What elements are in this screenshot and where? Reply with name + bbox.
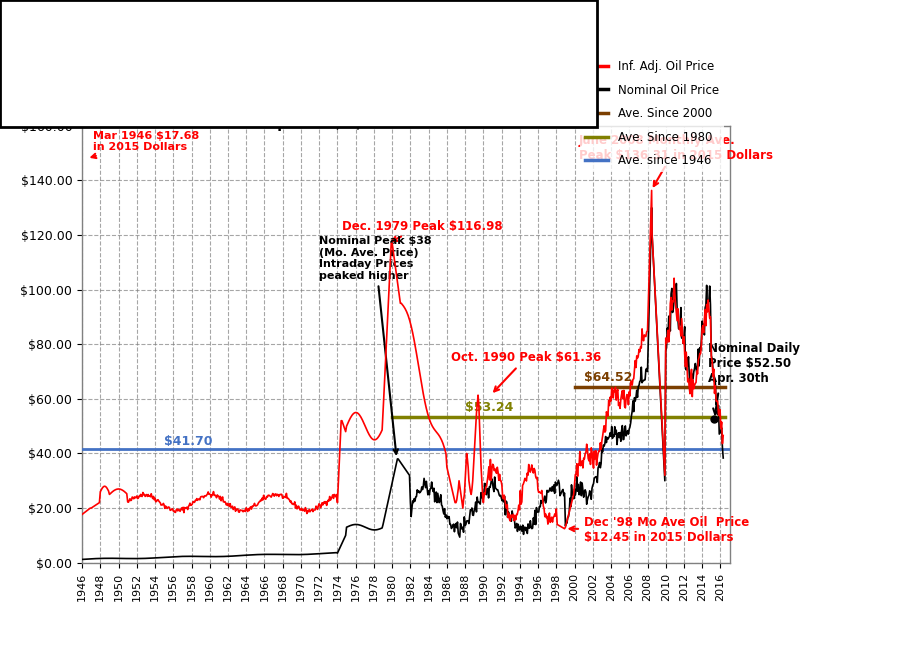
Legend: Inf. Adj. Oil Price, Nominal Oil Price, Ave. Since 2000, Ave. Since 1980, Ave. s: Inf. Adj. Oil Price, Nominal Oil Price, …: [579, 55, 723, 172]
Text: Inflation Adjusted Monthly Average: Inflation Adjusted Monthly Average: [152, 58, 510, 75]
Text: $64.52: $64.52: [583, 371, 631, 384]
Text: Nominal Daily
Price $52.50
Apr. 30th: Nominal Daily Price $52.50 Apr. 30th: [707, 342, 799, 385]
Text: (1946- Present) In March 2015 Dollars: (1946- Present) In March 2015 Dollars: [189, 95, 474, 109]
Text: $41.70: $41.70: [164, 436, 212, 448]
Text: Updated 4/30/2015: Updated 4/30/2015: [268, 118, 394, 131]
Text: © www.InflationData.com: © www.InflationData.com: [245, 109, 416, 121]
Text: CRUDE OIL PRICES: CRUDE OIL PRICES: [245, 77, 417, 95]
Text: Dec. 1979 Peak $116.98: Dec. 1979 Peak $116.98: [342, 220, 502, 241]
Text: CRUDE OIL PRICES: CRUDE OIL PRICES: [245, 77, 417, 95]
Text: June 2008 Monthly Ave.
Peak $136.31 in 2015 Dollars: June 2008 Monthly Ave. Peak $136.31 in 2…: [578, 134, 773, 186]
Text: (1946- Present) In March 2015 Dollars: (1946- Present) In March 2015 Dollars: [189, 95, 474, 109]
Text: Updated 4/30/2015: Updated 4/30/2015: [268, 118, 394, 131]
Text: Mar 1946 $17.68
in 2015 Dollars: Mar 1946 $17.68 in 2015 Dollars: [91, 131, 200, 158]
Text: Dec '98 Mo Ave Oil  Price
$12.45 in 2015 Dollars: Dec '98 Mo Ave Oil Price $12.45 in 2015 …: [569, 516, 748, 544]
Text: $53.24: $53.24: [465, 401, 513, 414]
Text: © www.InflationData.com: © www.InflationData.com: [245, 109, 416, 121]
Text: Nominal Peak $38
(Mo. Ave. Price)
Intraday Prices
peaked higher: Nominal Peak $38 (Mo. Ave. Price) Intrad…: [319, 236, 431, 454]
Text: Oct. 1990 Peak $61.36: Oct. 1990 Peak $61.36: [451, 351, 601, 391]
Text: Inflation Adjusted Monthly Average: Inflation Adjusted Monthly Average: [152, 58, 510, 75]
